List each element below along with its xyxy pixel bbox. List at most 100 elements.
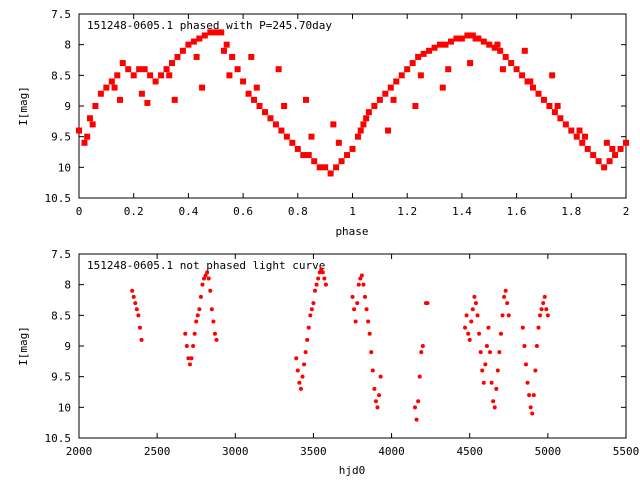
data-point [442, 41, 449, 48]
y-tick-label: 9 [64, 340, 71, 353]
data-point [111, 84, 118, 91]
data-point [317, 270, 322, 275]
data-point [119, 60, 126, 67]
data-point [138, 90, 145, 97]
data-point [413, 405, 418, 410]
data-point [568, 127, 575, 134]
data-point [218, 29, 225, 36]
data-points [130, 267, 550, 422]
data-point [453, 35, 460, 42]
data-point [377, 393, 382, 398]
data-point [601, 164, 608, 171]
data-point [502, 53, 509, 60]
data-point [520, 325, 525, 330]
data-point [84, 133, 91, 140]
data-point [385, 127, 392, 134]
data-point [404, 66, 411, 73]
data-point [229, 53, 236, 60]
data-point [117, 96, 124, 103]
data-point [609, 145, 616, 152]
data-point [489, 380, 494, 385]
x-axis-label: hjd0 [339, 464, 366, 477]
data-point [492, 405, 497, 410]
data-point [458, 35, 465, 42]
y-axis-label: I[mag] [17, 86, 30, 126]
data-point [253, 84, 260, 91]
data-point [202, 276, 207, 281]
data-point [538, 313, 543, 318]
data-point [294, 145, 301, 152]
data-point [283, 133, 290, 140]
data-point [196, 35, 203, 42]
data-point [475, 313, 480, 318]
x-tick-label: 0.8 [288, 205, 308, 218]
data-point [551, 109, 558, 116]
data-point [319, 267, 324, 272]
data-point [612, 152, 619, 159]
data-point [480, 368, 485, 373]
data-point [81, 139, 88, 146]
data-point [305, 337, 310, 342]
data-point [393, 78, 400, 85]
y-tick-label: 10.5 [45, 192, 72, 205]
x-tick-label: 0.6 [233, 205, 253, 218]
data-point [251, 96, 258, 103]
data-point [308, 313, 313, 318]
data-point [86, 115, 93, 122]
data-point [525, 380, 530, 385]
data-point [536, 325, 541, 330]
data-point [130, 72, 137, 79]
data-point [409, 60, 416, 67]
data-point [267, 115, 274, 122]
y-tick-label: 10.5 [45, 432, 72, 445]
data-point [539, 307, 544, 312]
data-point [499, 66, 506, 73]
data-point [298, 386, 303, 391]
data-point [584, 145, 591, 152]
y-tick-label: 7.5 [51, 248, 71, 261]
data-point [338, 158, 345, 165]
data-point [431, 44, 438, 51]
data-point [494, 41, 501, 48]
data-point [371, 103, 378, 109]
data-point [535, 90, 542, 97]
x-tick-label: 1.6 [507, 205, 527, 218]
data-point [472, 35, 479, 42]
data-point [437, 41, 444, 48]
data-point [309, 307, 314, 312]
x-tick-label: 2500 [144, 445, 171, 458]
data-point [311, 301, 316, 306]
data-point [272, 121, 279, 128]
data-point [527, 78, 534, 85]
data-point [498, 331, 503, 336]
data-point [530, 84, 537, 91]
data-point [163, 66, 170, 73]
data-point [486, 325, 491, 330]
data-point [467, 337, 472, 342]
data-points [76, 29, 629, 177]
axis-ticks: 2000 2500 3000 3500 4000 4500 5000 5500 7.5 8 8.5 9… [45, 248, 640, 458]
x-axis-label: phase [335, 225, 368, 238]
data-point [505, 301, 510, 306]
data-point [398, 72, 405, 79]
data-point [302, 362, 307, 367]
data-point [359, 273, 364, 278]
data-point [420, 344, 425, 348]
data-point [125, 66, 132, 73]
x-tick-label: 0 [76, 205, 83, 218]
data-point [223, 41, 230, 48]
data-point [522, 344, 527, 348]
data-point [197, 307, 202, 312]
y-tick-label: 9.5 [51, 131, 71, 144]
data-point [207, 29, 214, 36]
data-point [350, 294, 355, 299]
data-point [491, 44, 498, 51]
data-point [186, 356, 191, 361]
data-point [131, 294, 136, 299]
data-point [171, 96, 178, 103]
data-point [478, 350, 483, 355]
data-point [152, 78, 159, 85]
plot-area-frame [78, 13, 627, 199]
x-tick-label: 1 [349, 205, 356, 218]
data-point [190, 38, 197, 45]
